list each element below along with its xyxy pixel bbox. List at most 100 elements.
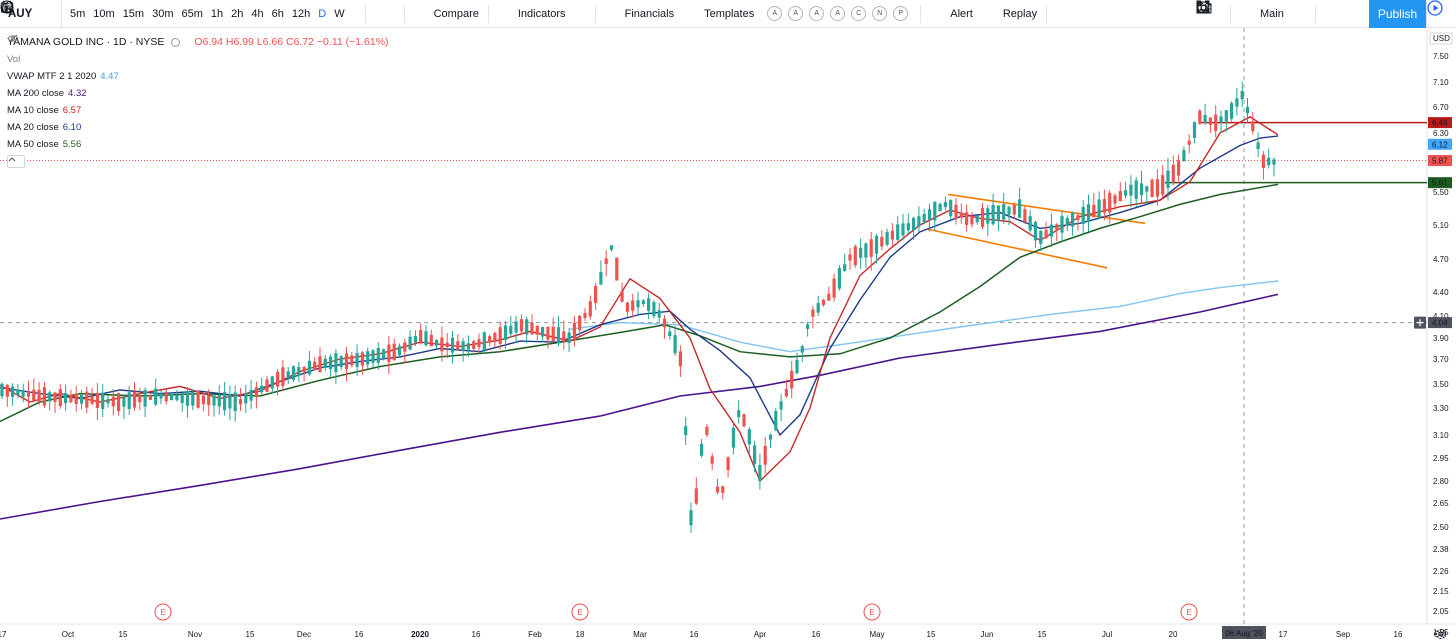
redo-icon: [3, 1, 1102, 22]
interval-15m[interactable]: 15m: [122, 7, 145, 20]
visibility-dot-icon[interactable]: [171, 38, 181, 47]
candle-body: [16, 389, 20, 396]
interval-5m[interactable]: 5m: [70, 7, 86, 20]
candle-body: [413, 335, 417, 343]
price-tick-label: 2.38: [1433, 545, 1449, 554]
interval-4h[interactable]: 4h: [251, 7, 264, 20]
candle: [329, 354, 333, 378]
candle-body: [1219, 116, 1223, 123]
interval-12h[interactable]: 12h: [291, 7, 311, 20]
candle-body: [758, 464, 762, 482]
candle-body: [212, 395, 216, 406]
alert-circle-4[interactable]: C: [851, 6, 867, 21]
candle: [366, 347, 370, 369]
earnings-marker[interactable]: E: [571, 603, 589, 621]
candle: [5, 384, 9, 407]
candle-body: [360, 352, 364, 366]
interval-1h[interactable]: 1h: [210, 7, 224, 20]
earnings-marker[interactable]: E: [154, 603, 172, 621]
candle-body: [1092, 204, 1096, 218]
collapse-legend-button[interactable]: [7, 155, 25, 168]
study-row[interactable]: MA 10 close 6.57: [7, 102, 389, 119]
alert-circle-5[interactable]: N: [872, 6, 888, 21]
time-tick-label: 17: [0, 630, 7, 639]
interval-30m[interactable]: 30m: [152, 7, 174, 20]
earnings-marker[interactable]: E: [1180, 603, 1198, 621]
candle-body: [1081, 206, 1085, 224]
layout-label: Main: [1260, 8, 1284, 20]
redo-button[interactable]: [3, 0, 1111, 28]
alert-circle-1[interactable]: A: [788, 6, 804, 21]
candle: [901, 214, 905, 241]
study-row[interactable]: MA 50 close 5.56: [7, 136, 389, 153]
crosshair-date-label: 06 Aug '20: [1225, 629, 1263, 638]
play-button[interactable]: [1426, 0, 1456, 28]
interval-65m[interactable]: 65m: [181, 7, 203, 20]
candle-body: [588, 301, 592, 317]
alert-circle-0[interactable]: A: [767, 6, 783, 21]
publish-button[interactable]: Publish: [1369, 0, 1426, 28]
candle-body: [376, 347, 380, 363]
candle-body: [228, 394, 232, 409]
candle: [291, 365, 296, 382]
candle-body: [572, 322, 576, 340]
candle: [1086, 194, 1091, 232]
time-tick-label: Sep: [1336, 630, 1351, 639]
study-row[interactable]: MA 200 close 4.32: [7, 85, 389, 102]
candle-body: [1145, 186, 1149, 192]
candle: [21, 383, 25, 403]
axis-settings-button[interactable]: [1436, 629, 1446, 639]
earnings-circle: [863, 603, 881, 621]
candle: [1097, 191, 1101, 220]
snapshot-button[interactable]: [1196, 0, 1410, 28]
alert-circle-6[interactable]: P: [893, 6, 909, 21]
time-tick-label: Feb: [528, 630, 542, 639]
compare-label: Compare: [433, 7, 479, 20]
candle: [546, 326, 550, 349]
candle-body: [827, 293, 831, 301]
study-row[interactable]: MA 20 close 6.10: [7, 119, 389, 136]
candle-body: [673, 335, 677, 354]
time-tick-label: 15: [246, 630, 255, 639]
symbol-search[interactable]: AUY: [0, 0, 62, 28]
interval-2h[interactable]: 2h: [231, 7, 244, 20]
interval-10m[interactable]: 10m: [93, 7, 115, 20]
price-tick-label: 2.05: [1433, 607, 1449, 616]
candle: [1033, 220, 1038, 248]
study-row[interactable]: VWAP MTF 2 1 2020 4.47: [7, 68, 389, 85]
candle-body: [32, 389, 36, 401]
interval-d[interactable]: D: [318, 7, 327, 20]
candle-body: [975, 215, 979, 223]
candle-body: [26, 391, 31, 397]
interval-6h[interactable]: 6h: [271, 7, 284, 20]
candle: [678, 345, 682, 377]
candle: [668, 327, 672, 340]
candle: [1245, 97, 1250, 123]
candle: [1272, 157, 1276, 177]
candle: [742, 413, 746, 428]
price-tick-label: 2.95: [1433, 454, 1449, 463]
candle-body: [678, 351, 682, 367]
candle: [339, 355, 343, 370]
candle-body: [859, 247, 863, 258]
candle-body: [276, 371, 280, 387]
add-alert-plus-button[interactable]: [1414, 316, 1426, 329]
candle: [26, 380, 31, 408]
earnings-marker[interactable]: E: [863, 603, 881, 621]
candle: [11, 383, 15, 406]
alert-circle-2[interactable]: A: [809, 6, 825, 21]
time-tick-label: 2020: [411, 630, 429, 639]
interval-w[interactable]: W: [334, 7, 345, 20]
candle-body: [1049, 224, 1053, 237]
candle-body: [652, 302, 656, 317]
candle: [938, 202, 942, 212]
time-tick-label: Mar: [633, 630, 647, 639]
price-badge-label: 4.04: [1432, 319, 1448, 328]
study-label: MA 10 close: [7, 105, 59, 116]
candle: [212, 393, 216, 417]
time-tick-label: 15: [119, 630, 128, 639]
alert-circle-3[interactable]: A: [830, 6, 846, 21]
price-badge: 5.61: [1428, 177, 1452, 189]
